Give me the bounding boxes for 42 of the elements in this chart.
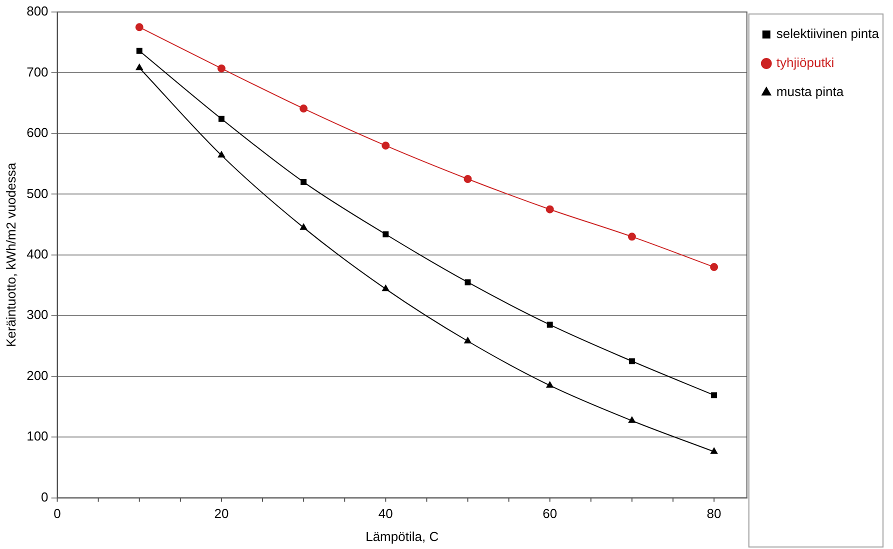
- y-tick-label: 100: [26, 428, 48, 444]
- y-tick-label: 700: [26, 64, 48, 80]
- x-tick-label: 60: [542, 506, 558, 522]
- legend-label: selektiivinen pinta: [776, 26, 880, 42]
- point: [300, 104, 308, 113]
- legend-label: musta pinta: [776, 84, 844, 100]
- point: [218, 151, 226, 158]
- y-tick-label: 500: [26, 186, 48, 201]
- x-tick-label: 0: [54, 506, 61, 522]
- point: [300, 224, 308, 230]
- y-tick-label: 400: [26, 246, 48, 262]
- legend-label: tyhjiöputki: [776, 55, 834, 70]
- x-axis-title: Lämpötila, C: [366, 528, 439, 544]
- point: [382, 142, 390, 150]
- point: [136, 64, 143, 70]
- point: [218, 116, 224, 122]
- x-tick-label: 80: [706, 506, 722, 522]
- point: [382, 231, 389, 238]
- y-tick-label: 300: [26, 307, 48, 322]
- y-tick-label: 0: [41, 489, 48, 504]
- point: [217, 64, 226, 72]
- point: [300, 179, 307, 186]
- point: [546, 205, 554, 214]
- point: [546, 381, 554, 388]
- point: [546, 322, 553, 328]
- y-tick-label: 200: [26, 368, 48, 383]
- point: [628, 232, 636, 241]
- point: [464, 174, 472, 183]
- point: [628, 416, 636, 423]
- point: [710, 448, 718, 454]
- point: [464, 337, 472, 344]
- x-tick-label: 20: [214, 506, 229, 522]
- point: [136, 48, 142, 54]
- point: [135, 23, 144, 32]
- point: [628, 358, 635, 364]
- y-tick-label: 600: [26, 125, 48, 140]
- point: [382, 284, 390, 292]
- point: [710, 263, 718, 272]
- x-tick-label: 40: [378, 506, 393, 522]
- y-axis-title: Keräintuotto, kWh/m2 vuodessa: [3, 162, 18, 348]
- point: [711, 392, 718, 398]
- y-tick-label: 800: [26, 4, 48, 19]
